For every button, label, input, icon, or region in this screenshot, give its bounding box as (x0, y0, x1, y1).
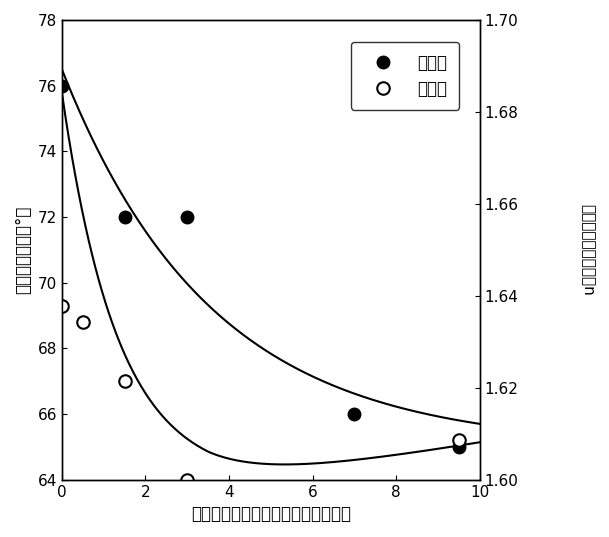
屈折率 (121, 378, 128, 384)
屈折率 (456, 437, 463, 444)
接触角 (351, 411, 358, 417)
接触角 (183, 214, 191, 220)
接触角 (456, 444, 463, 450)
Line: 屈折率: 屈折率 (55, 299, 465, 486)
Legend: 接触角, 屈折率: 接触角, 屈折率 (351, 42, 459, 110)
X-axis label: 高分子膜の溶剤／樹脳成分の重量比: 高分子膜の溶剤／樹脳成分の重量比 (191, 505, 351, 523)
屈折率 (183, 476, 191, 483)
Y-axis label: 純水の接触角（°）: 純水の接触角（°） (14, 206, 32, 294)
屈折率 (58, 302, 65, 309)
Y-axis label: 高分子膜の屈折率　n: 高分子膜の屈折率 n (580, 204, 595, 296)
屈折率 (79, 319, 86, 325)
接触角 (121, 214, 128, 220)
Line: 接触角: 接触角 (55, 79, 465, 453)
接触角 (58, 82, 65, 89)
